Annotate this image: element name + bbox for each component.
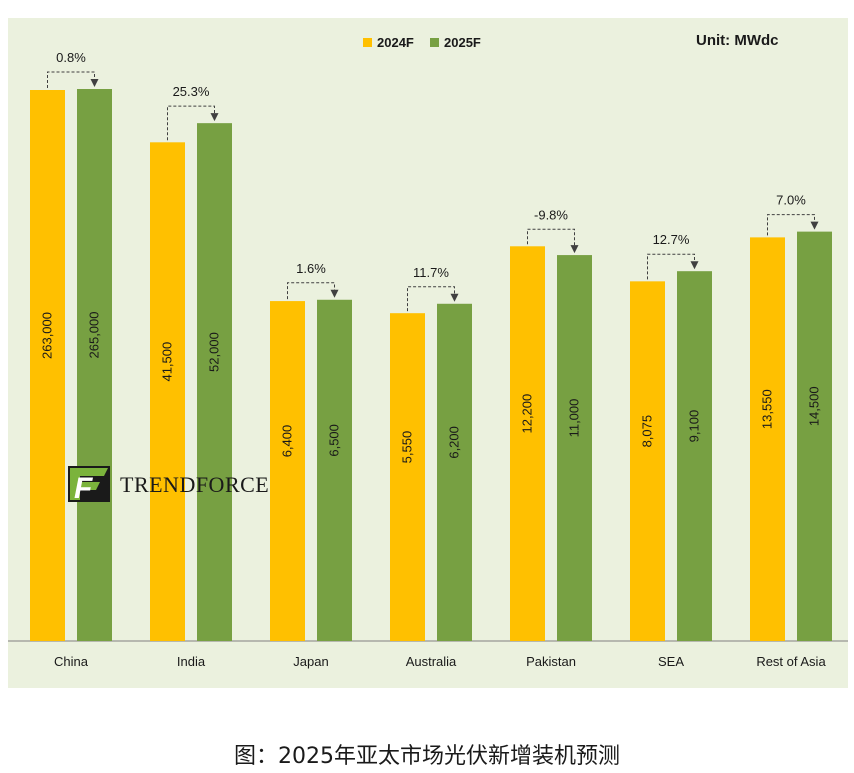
bar-value-label: 6,400 — [280, 425, 295, 458]
category-label: India — [177, 654, 206, 669]
growth-label: -9.8% — [534, 207, 568, 222]
category-label: China — [54, 654, 89, 669]
growth-label: 11.7% — [413, 265, 449, 280]
bar-2024f-australia — [390, 313, 425, 641]
growth-bracket — [167, 105, 215, 141]
category-label: SEA — [658, 654, 684, 669]
growth-label: 12.7% — [653, 232, 690, 247]
bar-2024f-rest-of-asia — [750, 237, 785, 641]
bar-2024f-sea — [630, 281, 665, 641]
bar-2025f-pakistan — [557, 255, 592, 641]
growth-arrow-head — [570, 245, 579, 254]
growth-bracket — [647, 253, 695, 280]
bar-2025f-australia — [437, 303, 472, 641]
logo-mark: F — [74, 472, 93, 505]
bar-chart: 2024F 2025F Unit: MWdc 263,000 265,000 0.8… — [8, 32, 848, 669]
bars-group: 263,000 265,000 0.8% China 41,500 52,000 25.3%… — [30, 50, 832, 669]
unit-label: Unit: MWdc — [696, 32, 778, 49]
growth-label: 0.8% — [56, 50, 86, 65]
category-label: Australia — [406, 654, 457, 669]
bar-value-label: 263,000 — [40, 312, 55, 359]
bar-2024f-japan — [270, 301, 305, 641]
legend-swatch-2024f — [363, 38, 372, 47]
growth-label: 1.6% — [296, 261, 326, 276]
legend-label-2024f: 2024F — [377, 35, 414, 50]
growth-arrow-head — [450, 293, 459, 302]
bar-value-label: 11,000 — [567, 399, 582, 438]
bar-value-label: 6,500 — [327, 424, 342, 457]
legend-label-2025f: 2025F — [444, 35, 481, 50]
figure-caption: 图：2025年亚太市场光伏新增装机预测 — [234, 744, 620, 769]
bar-2025f-japan — [317, 299, 352, 641]
growth-bracket — [407, 286, 455, 312]
growth-bracket — [47, 71, 95, 88]
trendforce-logo: F TrendForce — [68, 466, 269, 505]
bar-2024f-india — [150, 142, 185, 641]
bar-value-label: 14,500 — [807, 386, 822, 426]
growth-bracket — [287, 282, 335, 300]
growth-arrow-head — [210, 113, 219, 122]
bar-2025f-sea — [677, 271, 712, 641]
growth-label: 25.3% — [173, 84, 210, 99]
logo-wordmark: TrendForce — [120, 472, 269, 497]
bar-value-label: 52,000 — [207, 332, 222, 372]
category-label: Rest of Asia — [756, 654, 826, 669]
category-label: Japan — [293, 654, 328, 669]
category-label: Pakistan — [526, 654, 576, 669]
growth-arrow-head — [90, 79, 99, 87]
legend-swatch-2025f — [430, 38, 439, 47]
growth-label: 7.0% — [776, 193, 806, 208]
chart-panel: 2024F 2025F Unit: MWdc 263,000 265,000 0.8… — [8, 18, 848, 688]
bar-2024f-pakistan — [510, 246, 545, 641]
bar-2024f-china — [30, 90, 65, 641]
bar-2025f-rest-of-asia — [797, 231, 832, 642]
bar-value-label: 6,200 — [447, 426, 462, 459]
bar-value-label: 9,100 — [687, 410, 702, 443]
growth-arrow-head — [330, 289, 339, 298]
bar-value-label: 12,200 — [520, 394, 535, 434]
growth-bracket — [767, 214, 815, 236]
bar-2025f-india — [197, 123, 232, 642]
growth-bracket — [527, 228, 575, 247]
bar-value-label: 13,550 — [760, 389, 775, 429]
bar-value-label: 5,550 — [400, 431, 415, 464]
bar-value-label: 8,075 — [640, 415, 655, 448]
bar-value-label: 265,000 — [87, 312, 102, 359]
bar-value-label: 41,500 — [160, 342, 175, 382]
growth-arrow-head — [810, 221, 819, 230]
growth-arrow-head — [690, 261, 699, 270]
bar-2025f-china — [77, 89, 112, 641]
